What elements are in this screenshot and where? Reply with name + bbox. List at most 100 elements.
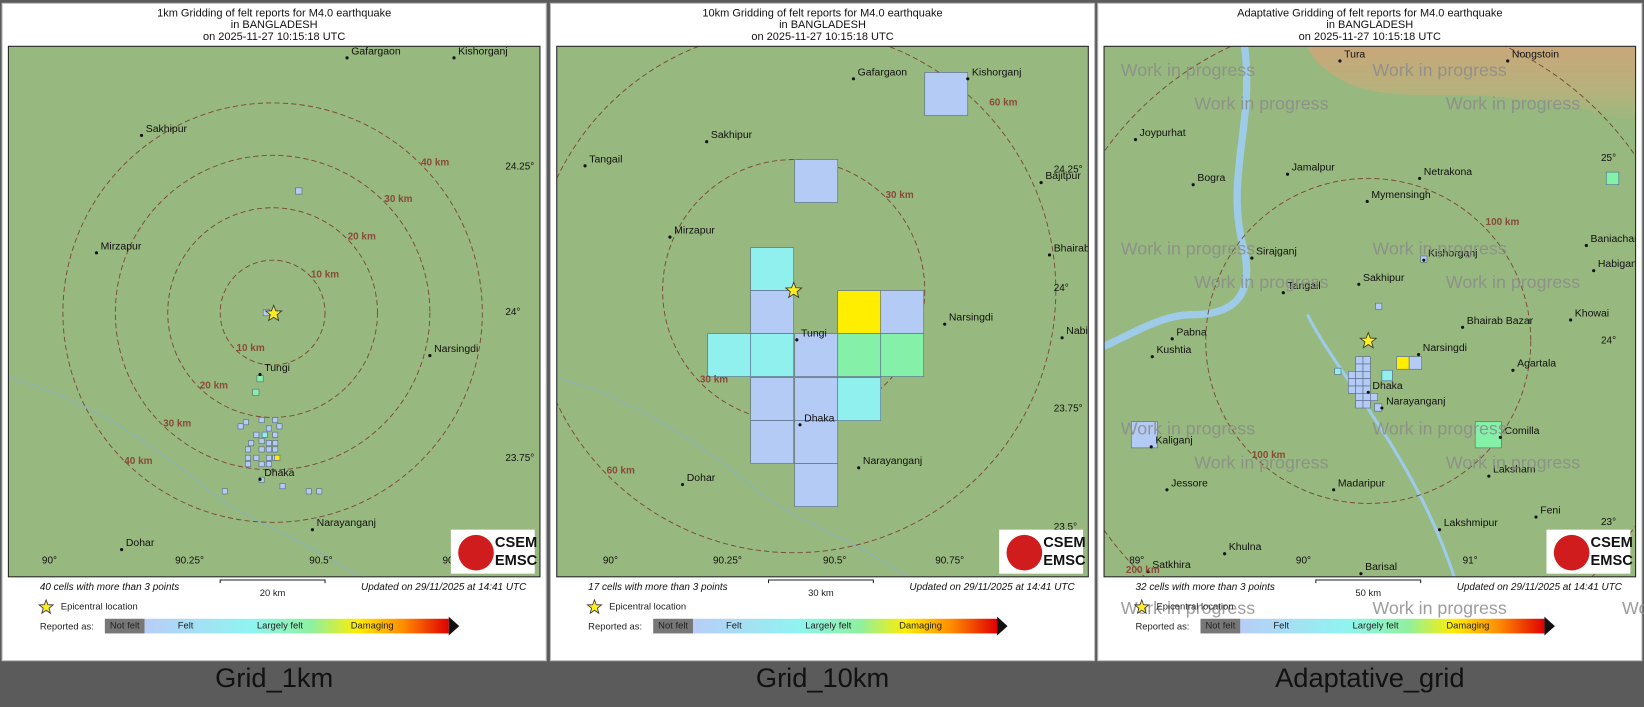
panel: 10km Gridding of felt reports for M4.0 e… (549, 2, 1115, 693)
distance-label: 40 km (124, 456, 152, 467)
felt-cell (265, 425, 272, 432)
reported-as: Reported as: (588, 621, 642, 632)
felt-cell (1362, 393, 1371, 401)
place-dot (452, 56, 456, 60)
panel-title: in BANGLADESH (231, 19, 318, 31)
legend-arrow (448, 616, 460, 636)
lat-label: 24.25° (1054, 165, 1083, 176)
legend-label: Felt (178, 620, 194, 631)
panel-title: on 2025-11-27 10:15:18 UTC (1299, 31, 1441, 43)
place-label: Mirzapur (674, 226, 715, 237)
lon-label: 91° (1463, 556, 1478, 567)
place-dot (1191, 183, 1195, 187)
panel: Adaptative Gridding of felt reports for … (1097, 2, 1644, 693)
place-label: Kishorganj (972, 67, 1021, 78)
felt-cell (880, 333, 925, 377)
place-label: Mirzapur (101, 241, 142, 252)
reported-as: Reported as: (40, 621, 94, 632)
place-dot (798, 423, 802, 427)
watermark: Work in progress (1121, 60, 1255, 80)
felt-cell (253, 431, 260, 438)
felt-cell (1362, 356, 1371, 365)
felt-cell (1348, 385, 1356, 394)
lon-label: 90.5° (309, 556, 332, 567)
place-label: Kishorganj (458, 46, 507, 57)
panel-title: 1km Gridding of felt reports for M4.0 ea… (157, 8, 391, 20)
caption: Grid_10km (756, 662, 889, 693)
place-dot (1281, 291, 1285, 295)
place-label: Dhaka (804, 413, 834, 424)
epicenter-label: Epicentral location (609, 601, 686, 612)
river (1104, 46, 1251, 350)
place-dot (120, 547, 124, 552)
place-dot (1534, 515, 1538, 519)
place-label: Kushtia (1156, 345, 1191, 356)
scale-bar (1315, 579, 1422, 584)
place-dot (851, 77, 856, 81)
place-label: Joypurhat (1140, 128, 1186, 139)
map-frame (1103, 45, 1637, 578)
place-dot (1150, 355, 1154, 359)
legend-label: Not felt (1205, 620, 1235, 631)
distance-label: 20 km (200, 381, 228, 392)
legend-arrow (997, 616, 1008, 636)
felt-cell (837, 333, 882, 377)
felt-cell (1362, 371, 1371, 379)
felt-cell (253, 454, 260, 461)
felt-cell (265, 440, 272, 447)
place-dot (1133, 138, 1138, 142)
place-dot (1149, 445, 1153, 449)
watermark: Work in progress (1194, 94, 1328, 114)
legend-gradient (144, 618, 449, 634)
place-dot (258, 372, 262, 377)
place-label: Narsingdi (434, 344, 478, 355)
place-label: Nongstoin (1512, 49, 1559, 60)
logo-text: CSEM (1591, 535, 1633, 551)
felt-cell (1362, 378, 1371, 387)
felt-cell (1355, 356, 1364, 365)
place-dot (1461, 325, 1465, 329)
river (8, 376, 360, 577)
felt-cell (1362, 400, 1371, 409)
place-label: Nabinagar (1066, 326, 1115, 337)
felt-cell (272, 446, 279, 453)
place-label: Narayanganj (1386, 396, 1445, 407)
place-dot (857, 466, 861, 470)
lon-label: 90.5° (823, 556, 846, 567)
distance-label: 30 km (885, 190, 913, 201)
felt-cell (750, 333, 795, 377)
panel-title: on 2025-11-27 10:15:18 UTC (751, 31, 893, 43)
lat-label: 24° (1601, 336, 1616, 347)
place-label: Habiganj (1598, 259, 1639, 270)
scale-label: 20 km (260, 587, 286, 598)
felt-cell (1370, 393, 1379, 401)
place-dot (1146, 570, 1150, 574)
place-dot (943, 322, 947, 326)
place-dot (1418, 176, 1422, 180)
panel-title: in BANGLADESH (779, 19, 866, 31)
place-dot (1365, 199, 1369, 204)
place-dot (680, 482, 685, 487)
watermark: Work in progress (1121, 419, 1255, 439)
felt-cell (1396, 356, 1410, 370)
place-label: Satkhira (1152, 560, 1191, 571)
place-label: Sakhipur (711, 130, 753, 141)
place-label: Feni (1540, 506, 1560, 517)
place-dot (1250, 256, 1254, 260)
place-label: Dhaka (264, 468, 294, 479)
place-label: Baniachang (1591, 234, 1644, 245)
place-dot (1366, 390, 1370, 394)
place-label: Bhairab Bazar (1467, 316, 1534, 327)
distance-label: 100 km (1252, 450, 1286, 461)
place-label: Kishorganj (1428, 249, 1477, 260)
felt-cell (1334, 367, 1342, 375)
place-dot (1417, 352, 1421, 357)
place-label: Dohar (687, 473, 716, 484)
place-label: Kaliganj (1155, 435, 1192, 446)
lat-label: 24° (1054, 283, 1069, 294)
place-label: Pabna (1176, 327, 1206, 338)
felt-cell (237, 423, 244, 430)
place-label: Bogra (1197, 173, 1225, 184)
